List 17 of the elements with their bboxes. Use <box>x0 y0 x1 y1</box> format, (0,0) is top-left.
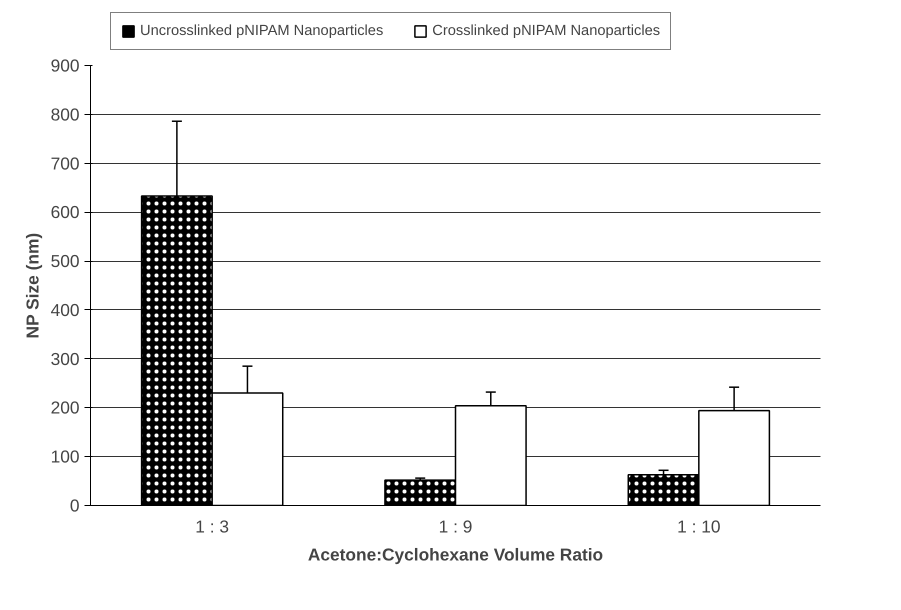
y-tick-label: 700 <box>50 153 80 174</box>
x-tick-label: 1 : 3 <box>195 516 230 536</box>
legend-label: Uncrosslinked pNIPAM Nanoparticles <box>140 23 384 39</box>
y-tick-label: 200 <box>50 398 80 418</box>
y-tick-label: 300 <box>50 348 80 369</box>
x-axis-title: Acetone:Cyclohexane Volume Ratio <box>308 544 604 564</box>
legend-label: Crosslinked pNIPAM Nanoparticles <box>432 23 660 39</box>
y-tick-label: 600 <box>50 202 80 222</box>
y-tick-label: 900 <box>50 56 80 76</box>
x-tick-label: 1 : 9 <box>438 516 472 536</box>
y-axis-title: NP Size (nm) <box>22 232 43 338</box>
y-tick-label: 800 <box>50 104 80 124</box>
y-tick-label: 400 <box>50 300 80 320</box>
y-tick-label: 500 <box>50 251 80 272</box>
y-tick-label: 0 <box>70 496 80 516</box>
y-tick-label: 100 <box>50 446 80 467</box>
x-tick-label: 1 : 10 <box>677 516 721 536</box>
